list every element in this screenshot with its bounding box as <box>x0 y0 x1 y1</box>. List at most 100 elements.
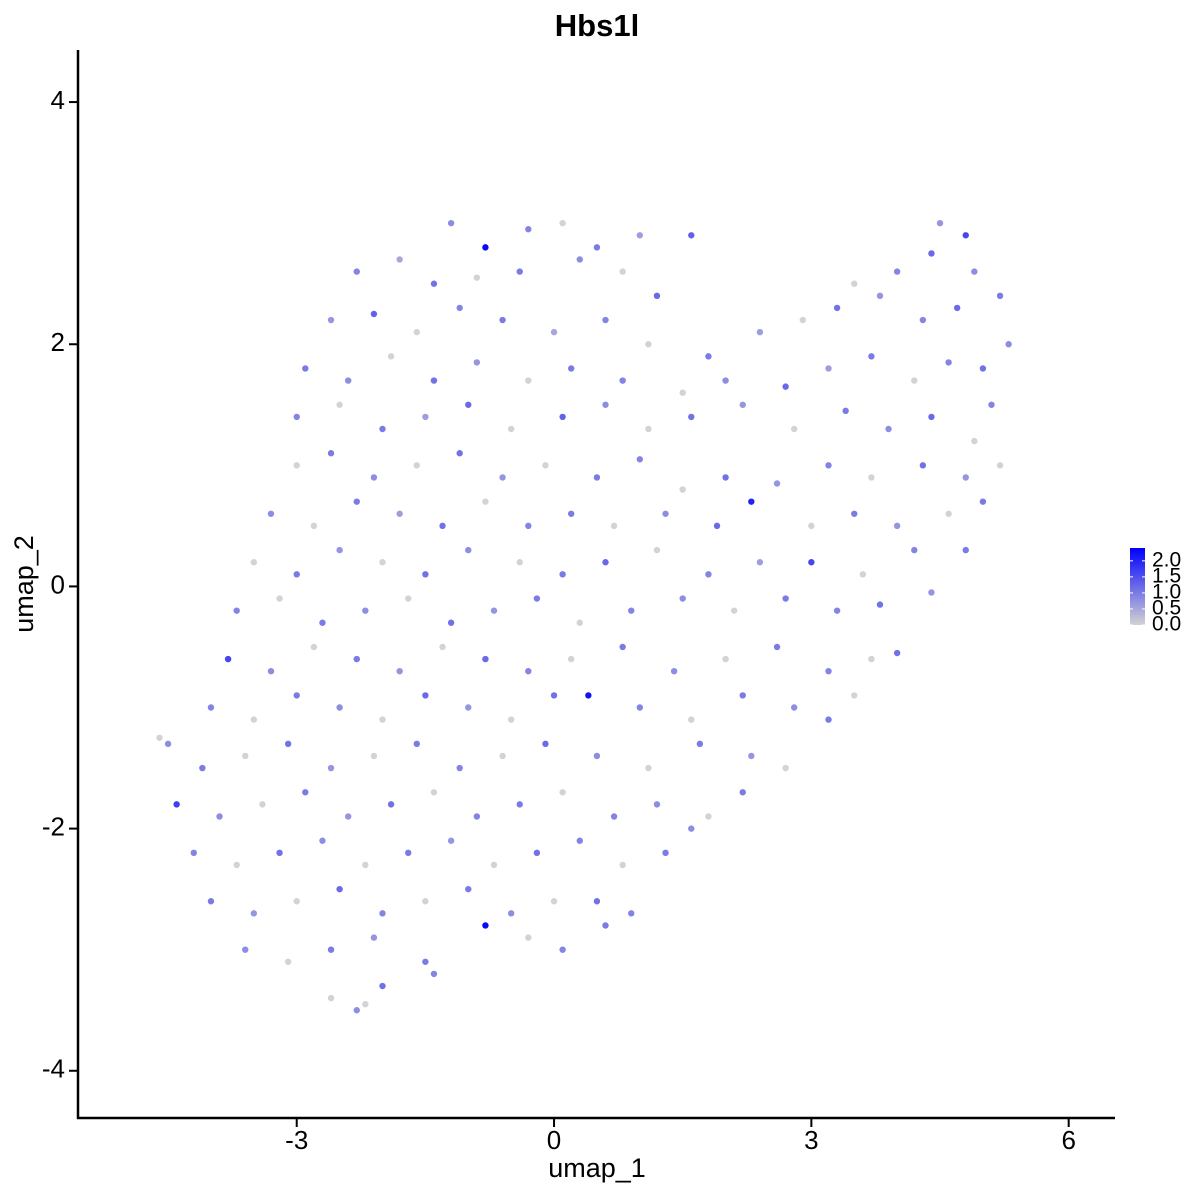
x-tick-label: 3 <box>804 1125 818 1155</box>
point <box>490 861 498 869</box>
point <box>516 268 523 275</box>
point <box>636 704 644 711</box>
y-tick-label: -2 <box>42 811 65 841</box>
point <box>353 1007 360 1014</box>
point <box>928 413 935 421</box>
point <box>619 643 626 651</box>
point <box>593 244 601 251</box>
point <box>567 510 575 517</box>
point <box>413 740 421 748</box>
point <box>353 655 360 663</box>
point <box>996 292 1004 300</box>
point <box>893 649 901 657</box>
point <box>842 407 849 415</box>
point <box>525 226 532 233</box>
point <box>344 377 352 384</box>
point <box>756 328 764 336</box>
point <box>525 934 532 941</box>
point <box>593 898 601 905</box>
point <box>576 619 583 626</box>
colorbar-label: 1.0 <box>1152 580 1181 603</box>
point <box>542 462 549 469</box>
point <box>988 401 995 408</box>
point <box>636 456 644 463</box>
point <box>396 667 403 675</box>
point <box>353 268 360 275</box>
point <box>610 522 618 530</box>
point <box>379 716 386 723</box>
point <box>525 377 532 384</box>
point <box>370 310 378 318</box>
point <box>628 910 635 917</box>
point <box>851 692 858 699</box>
point <box>336 885 343 893</box>
point <box>473 813 481 820</box>
colorbar-label: 0.5 <box>1152 597 1181 620</box>
point <box>439 522 446 530</box>
point <box>173 801 180 808</box>
point <box>533 849 541 857</box>
point <box>293 462 300 469</box>
point <box>370 474 378 481</box>
point <box>782 383 789 390</box>
point <box>971 268 978 275</box>
point <box>439 643 446 651</box>
point <box>216 813 223 820</box>
point <box>422 898 429 905</box>
point <box>507 425 515 433</box>
point <box>559 571 566 578</box>
point <box>567 655 575 663</box>
point <box>773 643 781 651</box>
point <box>945 359 952 366</box>
point <box>748 752 755 760</box>
point <box>610 813 618 820</box>
point <box>911 546 918 554</box>
point <box>336 401 343 408</box>
point <box>465 885 472 893</box>
point <box>507 716 515 723</box>
point <box>730 607 738 614</box>
point <box>327 946 335 953</box>
point <box>465 401 472 408</box>
point <box>525 522 532 530</box>
point <box>559 946 566 953</box>
point <box>267 667 275 675</box>
point <box>362 861 369 869</box>
points <box>156 219 1012 1014</box>
point <box>808 522 815 530</box>
point <box>585 692 592 699</box>
point <box>405 595 412 602</box>
point <box>327 450 335 457</box>
point <box>379 982 386 990</box>
point <box>190 849 197 857</box>
point <box>662 849 669 857</box>
point <box>293 692 300 699</box>
point <box>868 655 875 663</box>
point <box>619 377 626 384</box>
point <box>499 752 506 760</box>
y-tick-label: 4 <box>51 85 65 115</box>
point <box>679 595 686 602</box>
point <box>550 328 558 336</box>
point <box>293 413 300 421</box>
point <box>645 425 652 433</box>
point <box>516 801 523 808</box>
point <box>422 958 429 965</box>
point <box>422 413 429 421</box>
point <box>525 667 532 675</box>
point <box>825 667 832 675</box>
point <box>379 559 386 566</box>
point <box>336 704 343 711</box>
point <box>456 450 463 457</box>
point <box>773 480 781 487</box>
point <box>164 740 172 748</box>
point <box>370 752 378 760</box>
point <box>284 740 292 748</box>
point <box>688 232 695 239</box>
point <box>319 837 326 844</box>
point <box>576 256 583 263</box>
point <box>833 304 841 312</box>
point <box>739 789 746 796</box>
point <box>499 474 506 481</box>
point <box>422 571 429 578</box>
